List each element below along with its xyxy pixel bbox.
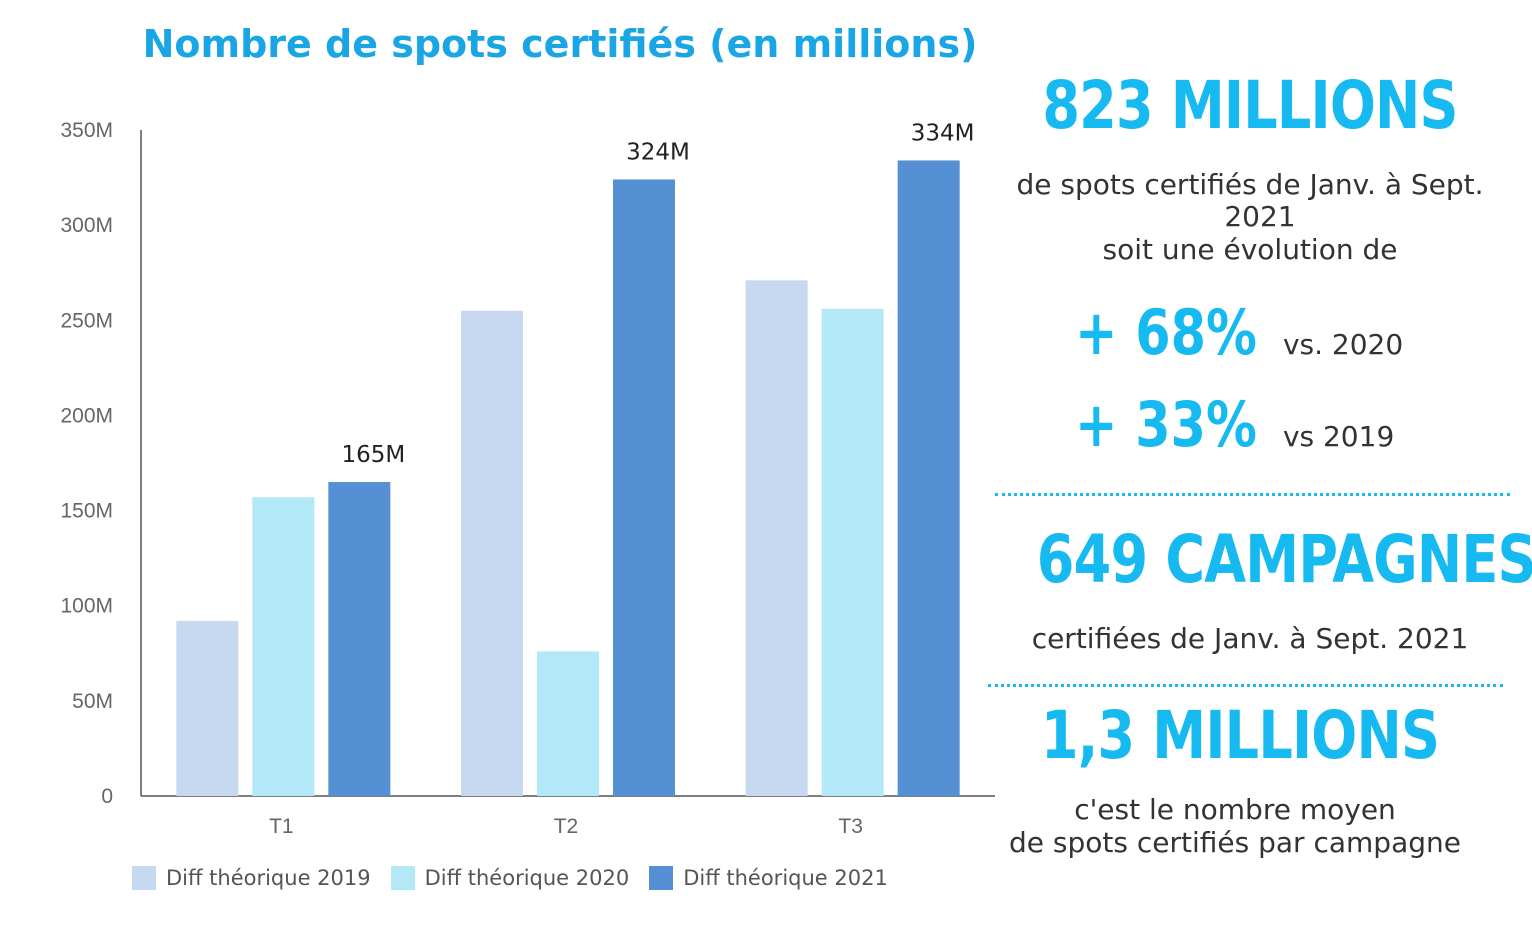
evolution-vs-2019-value: + 33% [1075,388,1257,461]
y-tick-label: 0 [101,785,113,808]
y-tick-label: 100M [60,595,113,618]
legend-swatch-2019 [132,866,156,890]
data-label-T3: 334M [911,120,975,146]
y-tick-label: 200M [60,404,113,427]
legend-item-2020: Diff théorique 2020 [390,866,630,890]
y-tick-label: 150M [60,500,113,523]
y-tick-label: 350M [60,119,113,142]
average-line1: c'est le nombre moyen [1074,793,1396,826]
x-tick-label: T1 [269,815,294,838]
chart-legend: Diff théorique 2019 Diff théorique 2020 … [132,866,888,890]
y-tick-label: 50M [72,690,113,713]
total-spots-line1: de spots certifiés de Janv. à Sept. [1016,168,1484,201]
total-spots-title: 823 MILLIONS [1042,67,1458,144]
y-tick-label: 300M [60,214,113,237]
campaigns-title: 649 CAMPAGNES [1036,521,1532,598]
data-label-T1: 165M [341,442,405,468]
bar-T2-1 [537,651,599,796]
divider-2 [988,684,1503,687]
legend-swatch-2020 [390,866,415,890]
legend-item-2019: Diff théorique 2019 [132,866,371,890]
evolution-vs-2020-value: + 68% [1075,296,1257,369]
bar-T1-2 [328,482,391,796]
bar-chart: 0 50M 100M 150M 200M 250M 300M 350M 165M T1 324M T2… [60,119,995,838]
campaigns-text: certifiées de Janv. à Sept. 2021 [1031,622,1469,655]
average-line2: de spots certifiés par campagne [1009,826,1461,859]
chart-title: Nombre de spots certifiés (en millions) [142,22,978,66]
divider-1 [995,493,1510,496]
evolution-vs-2020-note: vs. 2020 [1282,328,1404,361]
x-tick-label: T2 [554,815,579,838]
bar-T3-2 [897,160,960,797]
legend-label-2021: Diff théorique 2021 [683,866,888,890]
x-tick-label: T3 [838,815,863,838]
bar-T1-0 [176,620,239,796]
legend-item-2021: Diff théorique 2021 [649,866,888,890]
bar-T2-2 [613,179,675,796]
data-label-T2: 324M [626,139,690,165]
y-tick-label: 250M [60,309,113,332]
total-spots-line3: soit une évolution de [1102,233,1398,266]
legend-swatch-2021 [649,866,674,890]
evolution-vs-2020: + 68% vs. 2020 [1075,296,1403,369]
evolution-vs-2019: + 33% vs 2019 [1075,388,1394,461]
total-spots-line2: 2021 [1224,200,1296,233]
evolution-vs-2019-note: vs 2019 [1282,420,1395,453]
legend-label-2019: Diff théorique 2019 [166,866,371,890]
legend-label-2020: Diff théorique 2020 [424,866,630,890]
average-title: 1,3 MILLIONS [1040,697,1440,774]
bar-T3-1 [821,308,884,796]
bar-T1-1 [252,497,315,796]
bar-T3-0 [745,280,808,797]
bar-T2-0 [461,310,523,796]
